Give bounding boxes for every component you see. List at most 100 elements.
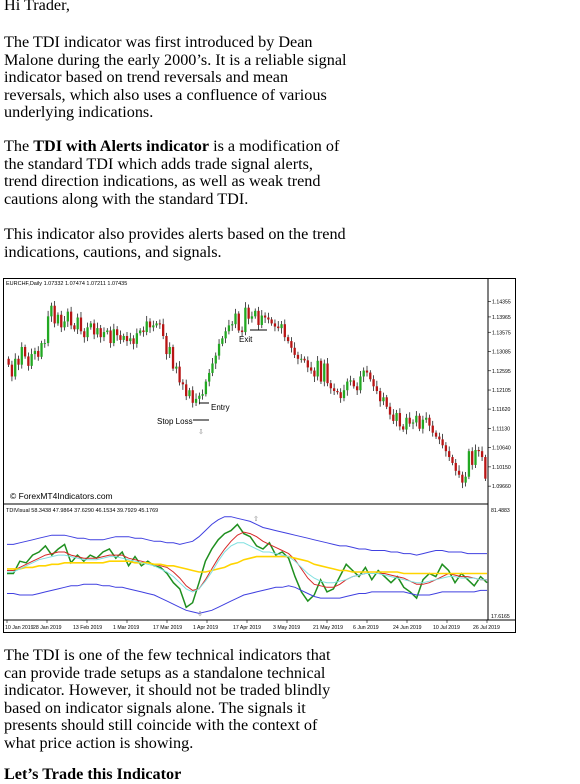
candle-body (395, 413, 398, 421)
candle-body (385, 397, 388, 407)
candle-body (471, 451, 474, 465)
candle-body (434, 432, 438, 437)
candle-body (319, 360, 323, 382)
time-tick-label: 6 Jun 2019 (353, 625, 379, 631)
candle-body (431, 425, 434, 433)
candle-body (464, 476, 467, 483)
candle-body (56, 314, 60, 324)
down-arrow-icon: ⇩ (198, 429, 204, 436)
candle-body (208, 372, 211, 382)
candle-body (53, 305, 56, 324)
indicator-series-line (7, 555, 487, 575)
candle-body (286, 337, 290, 342)
candle-body (398, 413, 402, 427)
candle-body (135, 333, 139, 344)
candle-body (204, 381, 208, 395)
candle-body (359, 376, 362, 391)
candle-body (112, 329, 115, 344)
candle-body (43, 343, 46, 345)
entry-label: Entry (211, 403, 230, 412)
time-tick-label: 17 Apr 2019 (233, 625, 261, 631)
price-tick-label: 1.11130 (492, 426, 510, 432)
candle-body (254, 310, 257, 317)
exit-label: Exit (239, 335, 253, 344)
candle-body (382, 397, 385, 402)
candle-body (290, 341, 293, 348)
time-tick-label: 10 Jan 2019 (5, 625, 34, 631)
time-tick-label: 21 May 2019 (313, 625, 343, 631)
candle-body (73, 325, 76, 330)
candle-body (165, 335, 168, 355)
candle-body (227, 325, 231, 332)
price-tick-label: 1.12595 (492, 369, 511, 375)
candle-body (109, 330, 112, 344)
greeting: Hi Trader, (4, 0, 70, 14)
candle-body (142, 330, 145, 333)
candle-body (89, 323, 92, 328)
stop-loss-annotation: Stop Loss (157, 417, 209, 426)
indicator-name: TDI with Alerts indicator (33, 137, 210, 155)
candle-body (362, 370, 365, 377)
indicator-tick-label: 81.4883 (491, 508, 510, 514)
indicator-series-line (7, 583, 487, 614)
candle-body (365, 370, 369, 373)
price-tick-label: 1.10150 (492, 465, 511, 471)
candle-body (30, 354, 33, 366)
candle-body (60, 314, 63, 328)
candle-body (480, 451, 484, 458)
candle-body (372, 379, 375, 387)
candle-body (444, 445, 448, 452)
candle-body (145, 321, 148, 333)
candle-body (451, 457, 454, 463)
candle-body (336, 391, 339, 393)
candle-body (129, 338, 132, 342)
candle-body (211, 363, 214, 373)
candle-body (379, 391, 382, 402)
candle-body (139, 330, 142, 334)
candle-body (33, 350, 37, 355)
exit-annotation: Exit (239, 329, 267, 344)
alerts-paragraph: This indicator also provides alerts base… (4, 225, 346, 261)
candle-body (355, 386, 359, 391)
candle-body (329, 383, 332, 389)
candle-body (474, 449, 477, 465)
candle-body (10, 364, 14, 377)
candle-body (20, 346, 23, 365)
candle-body (484, 457, 487, 479)
candle-body (125, 335, 129, 342)
time-tick-label: 1 Apr 2019 (193, 625, 218, 631)
indicator-series-line (7, 516, 487, 556)
candle-body (83, 331, 86, 338)
price-chart: 1.14355 1.13965 1.13575 1.13085 1.12595 1.121… (3, 278, 516, 633)
candle-body (69, 311, 73, 326)
candle-body (300, 358, 303, 360)
candle-body (217, 343, 221, 356)
candle-body (14, 358, 17, 377)
candle-body (326, 363, 329, 384)
candle-body (415, 415, 418, 423)
candle-body (263, 315, 267, 318)
candle-body (296, 354, 300, 359)
candle-body (115, 329, 119, 336)
candle-body (234, 313, 237, 325)
candle-body (86, 327, 89, 338)
description-paragraph: The TDI with Alerts indicator is a modif… (4, 137, 349, 208)
indicator-header: TDIVisual 58.3438 47.9864 37.6290 46.153… (6, 508, 158, 514)
candle-body (352, 380, 355, 387)
candle-body (277, 326, 280, 329)
candle-body (191, 390, 194, 403)
candle-body (267, 317, 270, 320)
candle-body (283, 324, 286, 338)
chart-symbol-header: EURCHF,Daily 1.07332 1.07474 1.07211 1.0… (6, 281, 127, 287)
candle-body (181, 382, 185, 385)
candle-body (17, 358, 20, 365)
candle-body (425, 417, 428, 420)
candle-body (369, 372, 372, 380)
candle-body (392, 414, 395, 421)
candle-body (46, 316, 50, 344)
para2-pre: The (4, 137, 34, 155)
candle-body (63, 321, 66, 328)
candle-body (221, 338, 224, 344)
candle-body (40, 343, 43, 357)
indicator-series-line (7, 542, 487, 593)
